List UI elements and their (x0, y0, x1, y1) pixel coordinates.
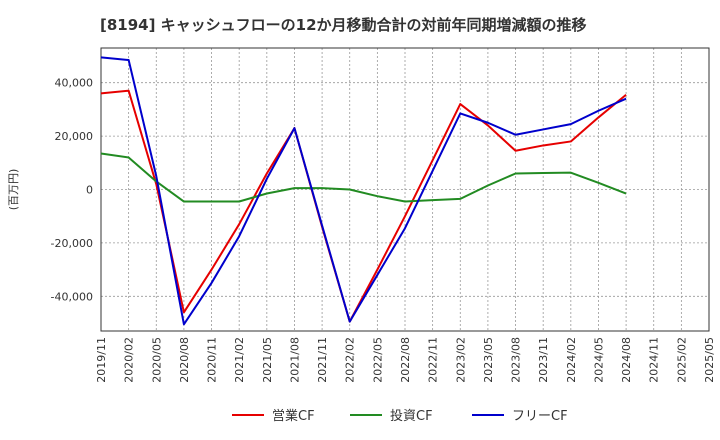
legend-label-2: 投資CF (390, 408, 433, 424)
y-axis-label: (百万円) (7, 169, 20, 211)
x-tick-label: 2024/02 (565, 337, 578, 383)
series-line-1 (100, 89, 627, 323)
x-tick-label: 2021/05 (261, 337, 274, 383)
x-tick-label: 2023/11 (537, 337, 550, 383)
y-tick-label: 40,000 (55, 77, 94, 90)
x-tick-label: 2022/02 (344, 337, 357, 383)
legend-label-1: 営業CF (272, 408, 315, 424)
x-tick-label: 2022/08 (399, 337, 412, 383)
plot-frame (100, 47, 710, 332)
x-tick-label: 2025/02 (675, 337, 688, 383)
x-tick-label: 2020/05 (150, 337, 163, 383)
y-tick-label: 20,000 (55, 130, 94, 143)
x-tick-label: 2021/11 (316, 337, 329, 383)
x-tick-label: 2024/08 (620, 337, 633, 383)
x-tick-label: 2022/11 (427, 337, 440, 383)
x-tick-label: 2019/11 (95, 337, 108, 383)
y-tick-label: 0 (86, 184, 93, 197)
x-tick-label: 2023/02 (454, 337, 467, 383)
x-tick-label: 2025/05 (703, 337, 716, 383)
series-layer (100, 56, 627, 326)
series-line-3 (100, 56, 627, 326)
x-tick-label: 2021/02 (233, 337, 246, 383)
x-tick-label: 2024/05 (592, 337, 605, 383)
series-line-2 (100, 152, 627, 203)
x-tick-label: 2024/11 (648, 337, 661, 383)
chart-title: [8194] キャッシュフローの12か月移動合計の対前年同期増減額の推移 (100, 16, 587, 34)
x-tick-label: 2022/05 (371, 337, 384, 383)
x-tick-label: 2020/02 (123, 337, 136, 383)
x-tick-label: 2020/08 (178, 337, 191, 383)
x-tick-label: 2023/05 (482, 337, 495, 383)
y-tick-label: -40,000 (51, 290, 93, 303)
axes-layer: 40,000 20,000 0 -20,000 -40,000 2019/11 2020/0… (7, 47, 716, 383)
legend: 営業CF 投資CF フリーCF (232, 408, 568, 424)
y-tick-label: -20,000 (51, 237, 93, 250)
x-tick-label: 2023/08 (510, 337, 523, 383)
x-tick-label: 2021/08 (288, 337, 301, 383)
legend-label-3: フリーCF (512, 409, 568, 424)
x-tick-label: 2020/11 (206, 337, 219, 383)
